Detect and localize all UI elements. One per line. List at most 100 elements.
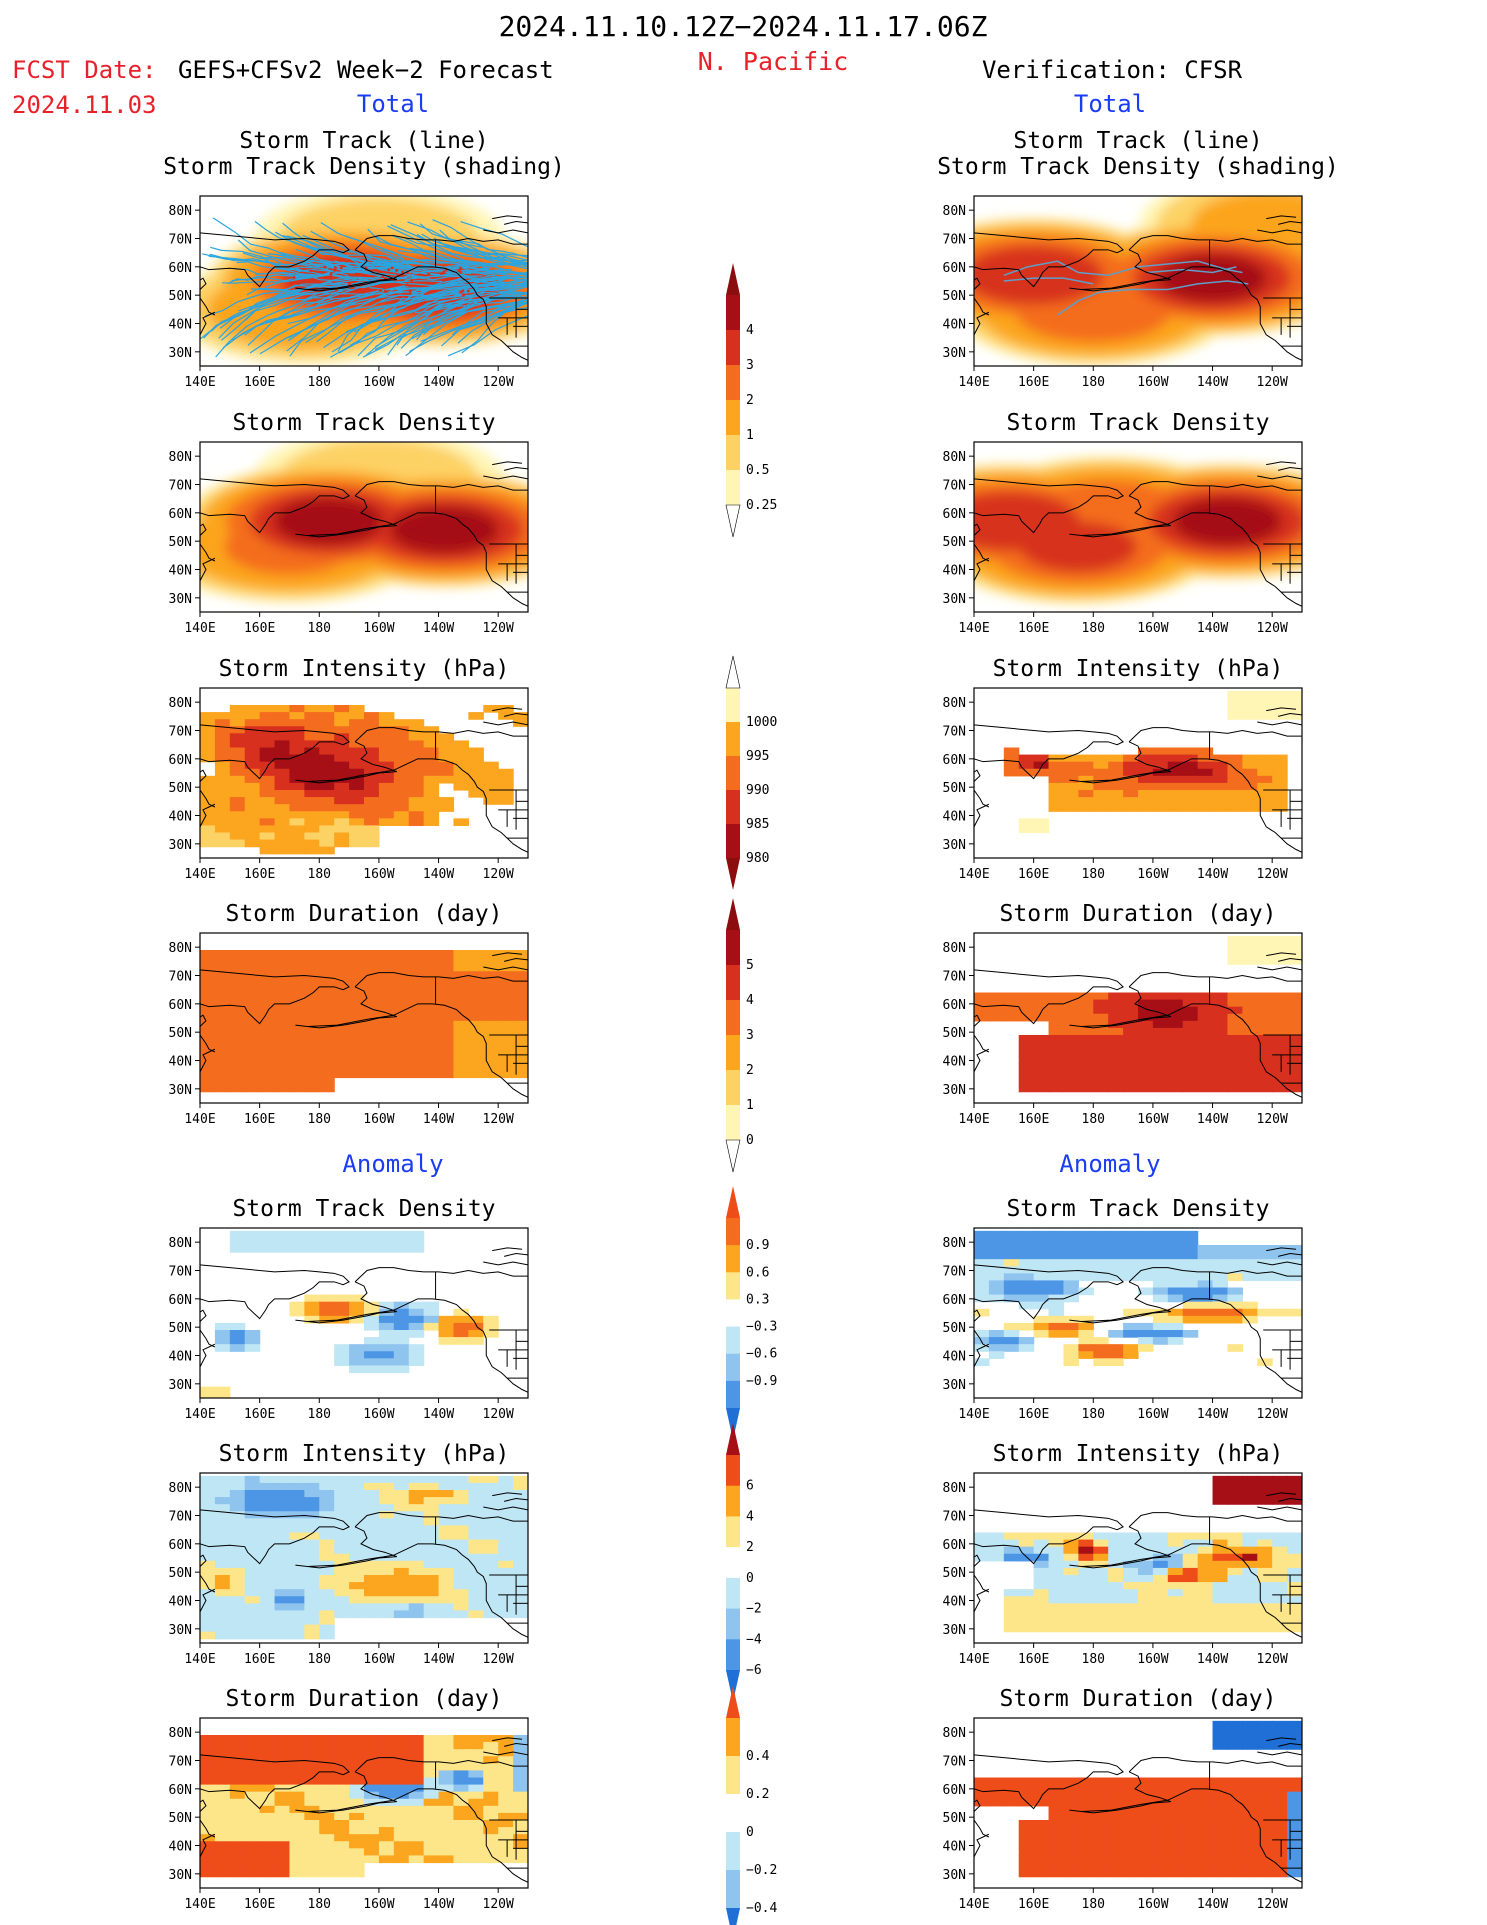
field-cell [274, 1511, 291, 1519]
field-cell [1138, 1560, 1154, 1569]
field-cell [214, 1749, 231, 1757]
colorbar-segment [726, 1353, 740, 1382]
x-tick-label: 160W [363, 867, 394, 882]
field-cell [304, 1020, 320, 1029]
field-cell [229, 1848, 246, 1857]
field-cell [244, 1805, 261, 1814]
field-cell [513, 1027, 528, 1036]
field-cell [1152, 1546, 1169, 1555]
x-tick-label: 140E [184, 1897, 215, 1912]
field-cell [1078, 1006, 1094, 1015]
field-cell [408, 1063, 425, 1072]
field-cell [319, 1504, 335, 1512]
field-cell [244, 1330, 261, 1338]
field-cell [304, 1770, 320, 1779]
track-line [320, 222, 438, 262]
field-cell [349, 1056, 365, 1064]
field-cell [1033, 1617, 1050, 1626]
field-cell [1182, 1245, 1199, 1253]
field-cell [214, 775, 231, 784]
field-cell [1197, 1596, 1214, 1604]
field-cell [468, 1070, 484, 1079]
region-title: N. Pacific [698, 47, 849, 76]
field-cell [1138, 790, 1154, 798]
field-cell [1152, 1777, 1169, 1786]
field-cell [349, 747, 365, 756]
field-cell [1123, 1798, 1139, 1807]
coast-line [974, 311, 990, 336]
y-tick-label: 60N [169, 261, 192, 276]
field-cell [349, 775, 365, 784]
field-cell [229, 1230, 246, 1239]
field-cell [274, 1490, 291, 1498]
field-cell [483, 1735, 499, 1743]
field-cell [1197, 1245, 1214, 1253]
field-cell [1063, 1013, 1079, 1022]
field-cell [1123, 1834, 1139, 1842]
field-cell [334, 1351, 350, 1359]
field-cell [1152, 1230, 1169, 1239]
field-cell [1018, 1848, 1035, 1857]
field-cell [289, 1546, 305, 1555]
field-cell [1123, 1617, 1139, 1626]
field-cell [1182, 1042, 1199, 1050]
y-tick-label: 70N [943, 1265, 966, 1280]
field-cell [1167, 1237, 1184, 1246]
field-cell [1093, 1784, 1109, 1793]
field-cell [1257, 1727, 1273, 1736]
field-cell [408, 1756, 425, 1764]
field-cell [408, 1848, 425, 1857]
field-cell [259, 1869, 276, 1878]
field-cell [1063, 1259, 1079, 1267]
field-cell [1287, 1553, 1302, 1562]
field-cell [1063, 1020, 1079, 1029]
field-cell [1078, 1582, 1094, 1590]
density-blob [390, 506, 499, 554]
field-cell [274, 1603, 291, 1612]
coast-line [483, 721, 528, 726]
field-cell [214, 1518, 231, 1527]
field-cell [1123, 1245, 1139, 1253]
map-overlay [200, 952, 528, 1098]
field-cell [423, 775, 440, 784]
field-cell [289, 1027, 305, 1036]
field-cell [364, 1063, 380, 1072]
field-cell [468, 1596, 484, 1604]
field-cell [349, 1475, 365, 1484]
field-cell [1123, 1042, 1139, 1050]
field-cell [393, 797, 410, 805]
field-cell [1212, 992, 1229, 1001]
field-cell [423, 1013, 440, 1022]
field-cell [349, 950, 365, 958]
field-cell [200, 1735, 216, 1743]
field-cell [1018, 1617, 1035, 1626]
field-cell [1227, 697, 1243, 706]
coast-line [974, 1588, 990, 1613]
coast-line [1266, 1247, 1297, 1252]
field-cell [319, 1770, 335, 1779]
density-blob [974, 246, 1104, 305]
field-cell [1272, 1475, 1288, 1484]
field-cell [408, 1812, 425, 1821]
field-cell [453, 1589, 469, 1597]
field-cell [423, 1812, 440, 1821]
field-cell [229, 950, 246, 958]
field-cell [364, 1589, 380, 1597]
field-cell [1212, 999, 1229, 1008]
field-cell [483, 1511, 499, 1519]
field-cell [200, 733, 216, 742]
field-cell [229, 1834, 246, 1842]
x-tick-label: 160E [244, 1897, 275, 1912]
field-cell [274, 1230, 291, 1239]
field-cell [1063, 768, 1079, 777]
field-cell [200, 811, 216, 819]
field-cell [304, 712, 320, 720]
field-cell [349, 1869, 365, 1878]
field-cell [1048, 1791, 1065, 1800]
field-cell [498, 1056, 514, 1064]
field-cell [259, 1497, 276, 1505]
x-tick-label: 140W [423, 375, 454, 390]
field-cell [1242, 697, 1258, 706]
y-tick-label: 40N [169, 1840, 192, 1855]
panel-title: Storm Duration (day) [226, 1686, 503, 1712]
